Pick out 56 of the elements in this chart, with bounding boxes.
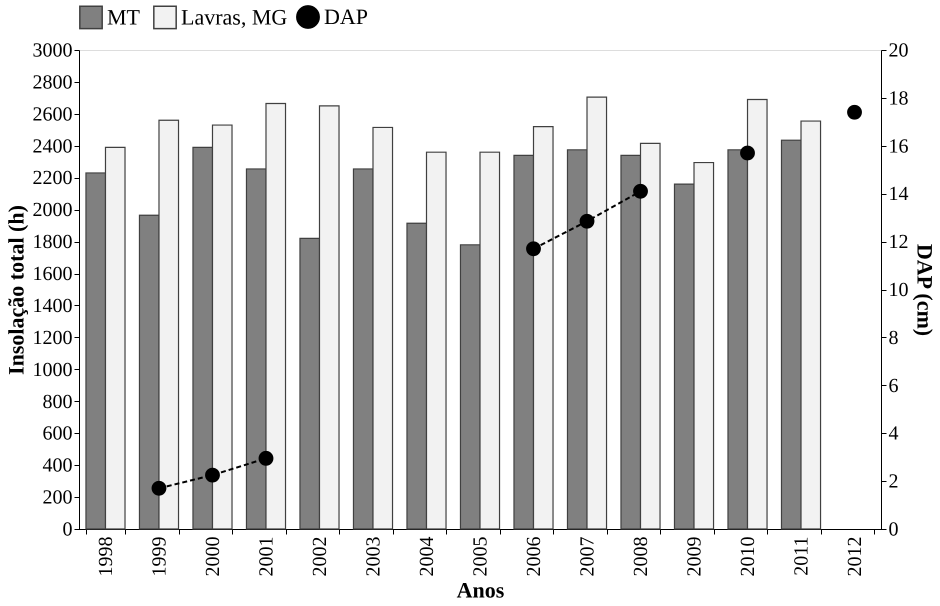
y-tick-label: 1000 — [32, 358, 72, 381]
y2-tick-label: 12 — [888, 231, 908, 254]
y2-tick-label: 0 — [888, 518, 898, 540]
x-tick-label: 2006 — [523, 536, 545, 576]
x-tick-label: 1998 — [94, 536, 117, 576]
legend-label: DAP — [324, 4, 368, 29]
x-tick-label: 2005 — [470, 536, 492, 576]
y-tick-label: 2400 — [32, 135, 72, 158]
legend-label: MT — [107, 4, 141, 30]
y-tick-label: 2800 — [32, 71, 72, 94]
x-tick-label: 1999 — [148, 536, 170, 576]
x-axis-title: Anos — [456, 578, 505, 602]
y-tick-label: 0 — [62, 518, 72, 540]
y-tick-label: 1600 — [32, 263, 72, 286]
y-tick-label: 2000 — [32, 199, 72, 222]
y-tick-label: 2600 — [32, 103, 72, 126]
y-tick-label: 1200 — [32, 326, 72, 349]
y-tick-label: 1800 — [32, 231, 72, 254]
point — [633, 184, 648, 199]
y-tick-label: 1400 — [32, 294, 72, 317]
x-tick-label: 2003 — [362, 536, 384, 576]
y2-tick-label: 14 — [888, 183, 908, 206]
point — [258, 450, 274, 466]
y-tick-label: 800 — [42, 390, 72, 413]
point — [740, 146, 755, 160]
y2-tick-label: 6 — [888, 374, 898, 397]
point — [580, 214, 594, 229]
legend-label: Lavras, MG — [181, 4, 288, 30]
point — [152, 480, 166, 496]
y2-tick-label: 16 — [888, 135, 908, 158]
y-tick-label: 600 — [42, 422, 72, 445]
y2-tick-label: 20 — [888, 40, 908, 62]
x-tick-label: 2011 — [790, 536, 813, 576]
point — [847, 104, 862, 120]
y2-tick-label: 2 — [888, 470, 898, 493]
x-tick-label: 2009 — [684, 536, 706, 576]
x-tick-label: 2004 — [416, 536, 438, 576]
point — [526, 241, 541, 256]
x-tick-label: 2001 — [255, 536, 278, 576]
x-tick-label: 2008 — [630, 536, 652, 576]
x-tick-label: 2012 — [844, 536, 866, 576]
x-tick-label: 2010 — [737, 536, 760, 576]
y2-tick-label: 8 — [888, 326, 898, 349]
point — [205, 468, 220, 483]
y2-axis-title: DAP (cm) — [912, 244, 938, 336]
y-tick-label: 400 — [42, 454, 72, 477]
x-tick-label: 2007 — [576, 536, 599, 576]
x-tick-label: 2000 — [202, 536, 224, 576]
y2-tick-label: 10 — [888, 279, 908, 301]
x-tick-label: 2002 — [308, 536, 331, 576]
y2-tick-label: 18 — [888, 87, 908, 110]
y-tick-label: 3000 — [32, 40, 72, 62]
y-axis-title: Insolação total (h) — [4, 205, 28, 375]
y-tick-label: 2200 — [32, 167, 72, 190]
y2-tick-label: 4 — [888, 422, 898, 445]
y-tick-label: 200 — [42, 486, 72, 509]
